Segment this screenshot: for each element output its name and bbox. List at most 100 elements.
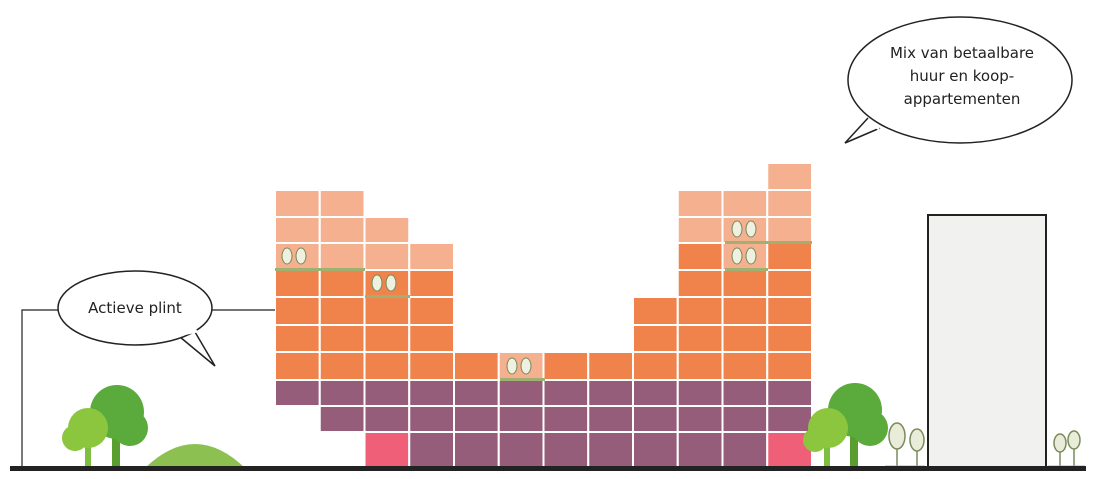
speech-bubble (57, 270, 213, 346)
roof-tree (731, 247, 743, 265)
building-block (408, 324, 455, 353)
building-block (632, 324, 679, 353)
building-block (363, 351, 411, 381)
building-block (318, 242, 366, 271)
roof-terrace (725, 241, 812, 244)
building-block (676, 296, 724, 326)
roof-tree (745, 220, 757, 238)
building-block (676, 379, 724, 407)
building-block (766, 162, 813, 191)
building-block (318, 216, 366, 244)
callout-text: Actieve plint (88, 299, 182, 317)
trees-mid (803, 383, 888, 470)
building-block (274, 379, 321, 407)
building-block (363, 405, 411, 433)
building-block (408, 379, 455, 407)
building-block (587, 405, 634, 433)
building-block (632, 431, 679, 468)
building-block (274, 269, 321, 298)
building-block (497, 405, 545, 433)
building-block (721, 296, 769, 326)
building-block (318, 269, 366, 298)
building-block (721, 351, 769, 381)
building-block (408, 351, 455, 381)
building-block (676, 242, 724, 271)
roof-tree (385, 274, 397, 292)
building-block (453, 351, 500, 381)
building-block (318, 405, 366, 433)
roof-tree (731, 220, 743, 238)
building-block (721, 324, 769, 353)
tall-building (927, 214, 1047, 469)
building-block (318, 189, 366, 218)
building-block (453, 405, 500, 433)
building-block (676, 431, 724, 468)
callout-text: Mix van betaalbare (890, 44, 1034, 62)
roof-tree (520, 357, 532, 375)
building-block (721, 216, 769, 244)
building-blocks (274, 162, 813, 468)
building-block (408, 431, 455, 468)
building-block (676, 216, 724, 244)
building-block (632, 379, 679, 407)
speech-bubble (847, 16, 1073, 144)
building-block (318, 379, 366, 407)
building-block (274, 324, 321, 353)
building-block (363, 431, 411, 468)
building-block (363, 242, 411, 271)
building-block (274, 296, 321, 326)
hill (145, 444, 245, 468)
building-block (721, 431, 769, 468)
building-block (766, 242, 813, 271)
building-block (408, 269, 455, 298)
building-block (766, 269, 813, 298)
roof-terrace (725, 268, 768, 271)
building-block (453, 431, 500, 468)
building-block (542, 405, 590, 433)
building-block (632, 351, 679, 381)
building-block (408, 405, 455, 433)
building-block (766, 216, 813, 244)
small-trees (885, 422, 1085, 469)
building-block (766, 324, 813, 353)
building-block (542, 351, 590, 381)
building-block (363, 324, 411, 353)
building-block (721, 189, 769, 218)
roof-terrace (275, 268, 365, 271)
building-block (497, 379, 545, 407)
roof-tree (745, 247, 757, 265)
building-block (318, 351, 366, 381)
building-block (274, 351, 321, 381)
roof-terrace (365, 295, 410, 298)
roof-tree (295, 247, 307, 265)
building-block (721, 269, 769, 298)
building-block (587, 351, 634, 381)
building-block (542, 431, 590, 468)
trees-left (62, 385, 148, 470)
building-block (632, 405, 679, 433)
building-block (318, 296, 366, 326)
building-block (721, 242, 769, 271)
callout-text: appartementen (904, 90, 1021, 108)
building-block (497, 431, 545, 468)
building-block (676, 351, 724, 381)
building-block (766, 379, 813, 407)
building-block (632, 296, 679, 326)
building-block (676, 189, 724, 218)
roof-tree (506, 357, 518, 375)
building-block (766, 351, 813, 381)
building-block (766, 189, 813, 218)
building-block (363, 379, 411, 407)
building-block (766, 296, 813, 326)
building-block (274, 216, 321, 244)
building-block (542, 379, 590, 407)
building-block (363, 296, 411, 326)
building-block (676, 269, 724, 298)
callout-text: huur en koop- (910, 67, 1014, 85)
building-block (363, 216, 411, 244)
building-block (721, 405, 769, 433)
building-block (587, 379, 634, 407)
building-block (721, 379, 769, 407)
building-block (408, 242, 455, 271)
